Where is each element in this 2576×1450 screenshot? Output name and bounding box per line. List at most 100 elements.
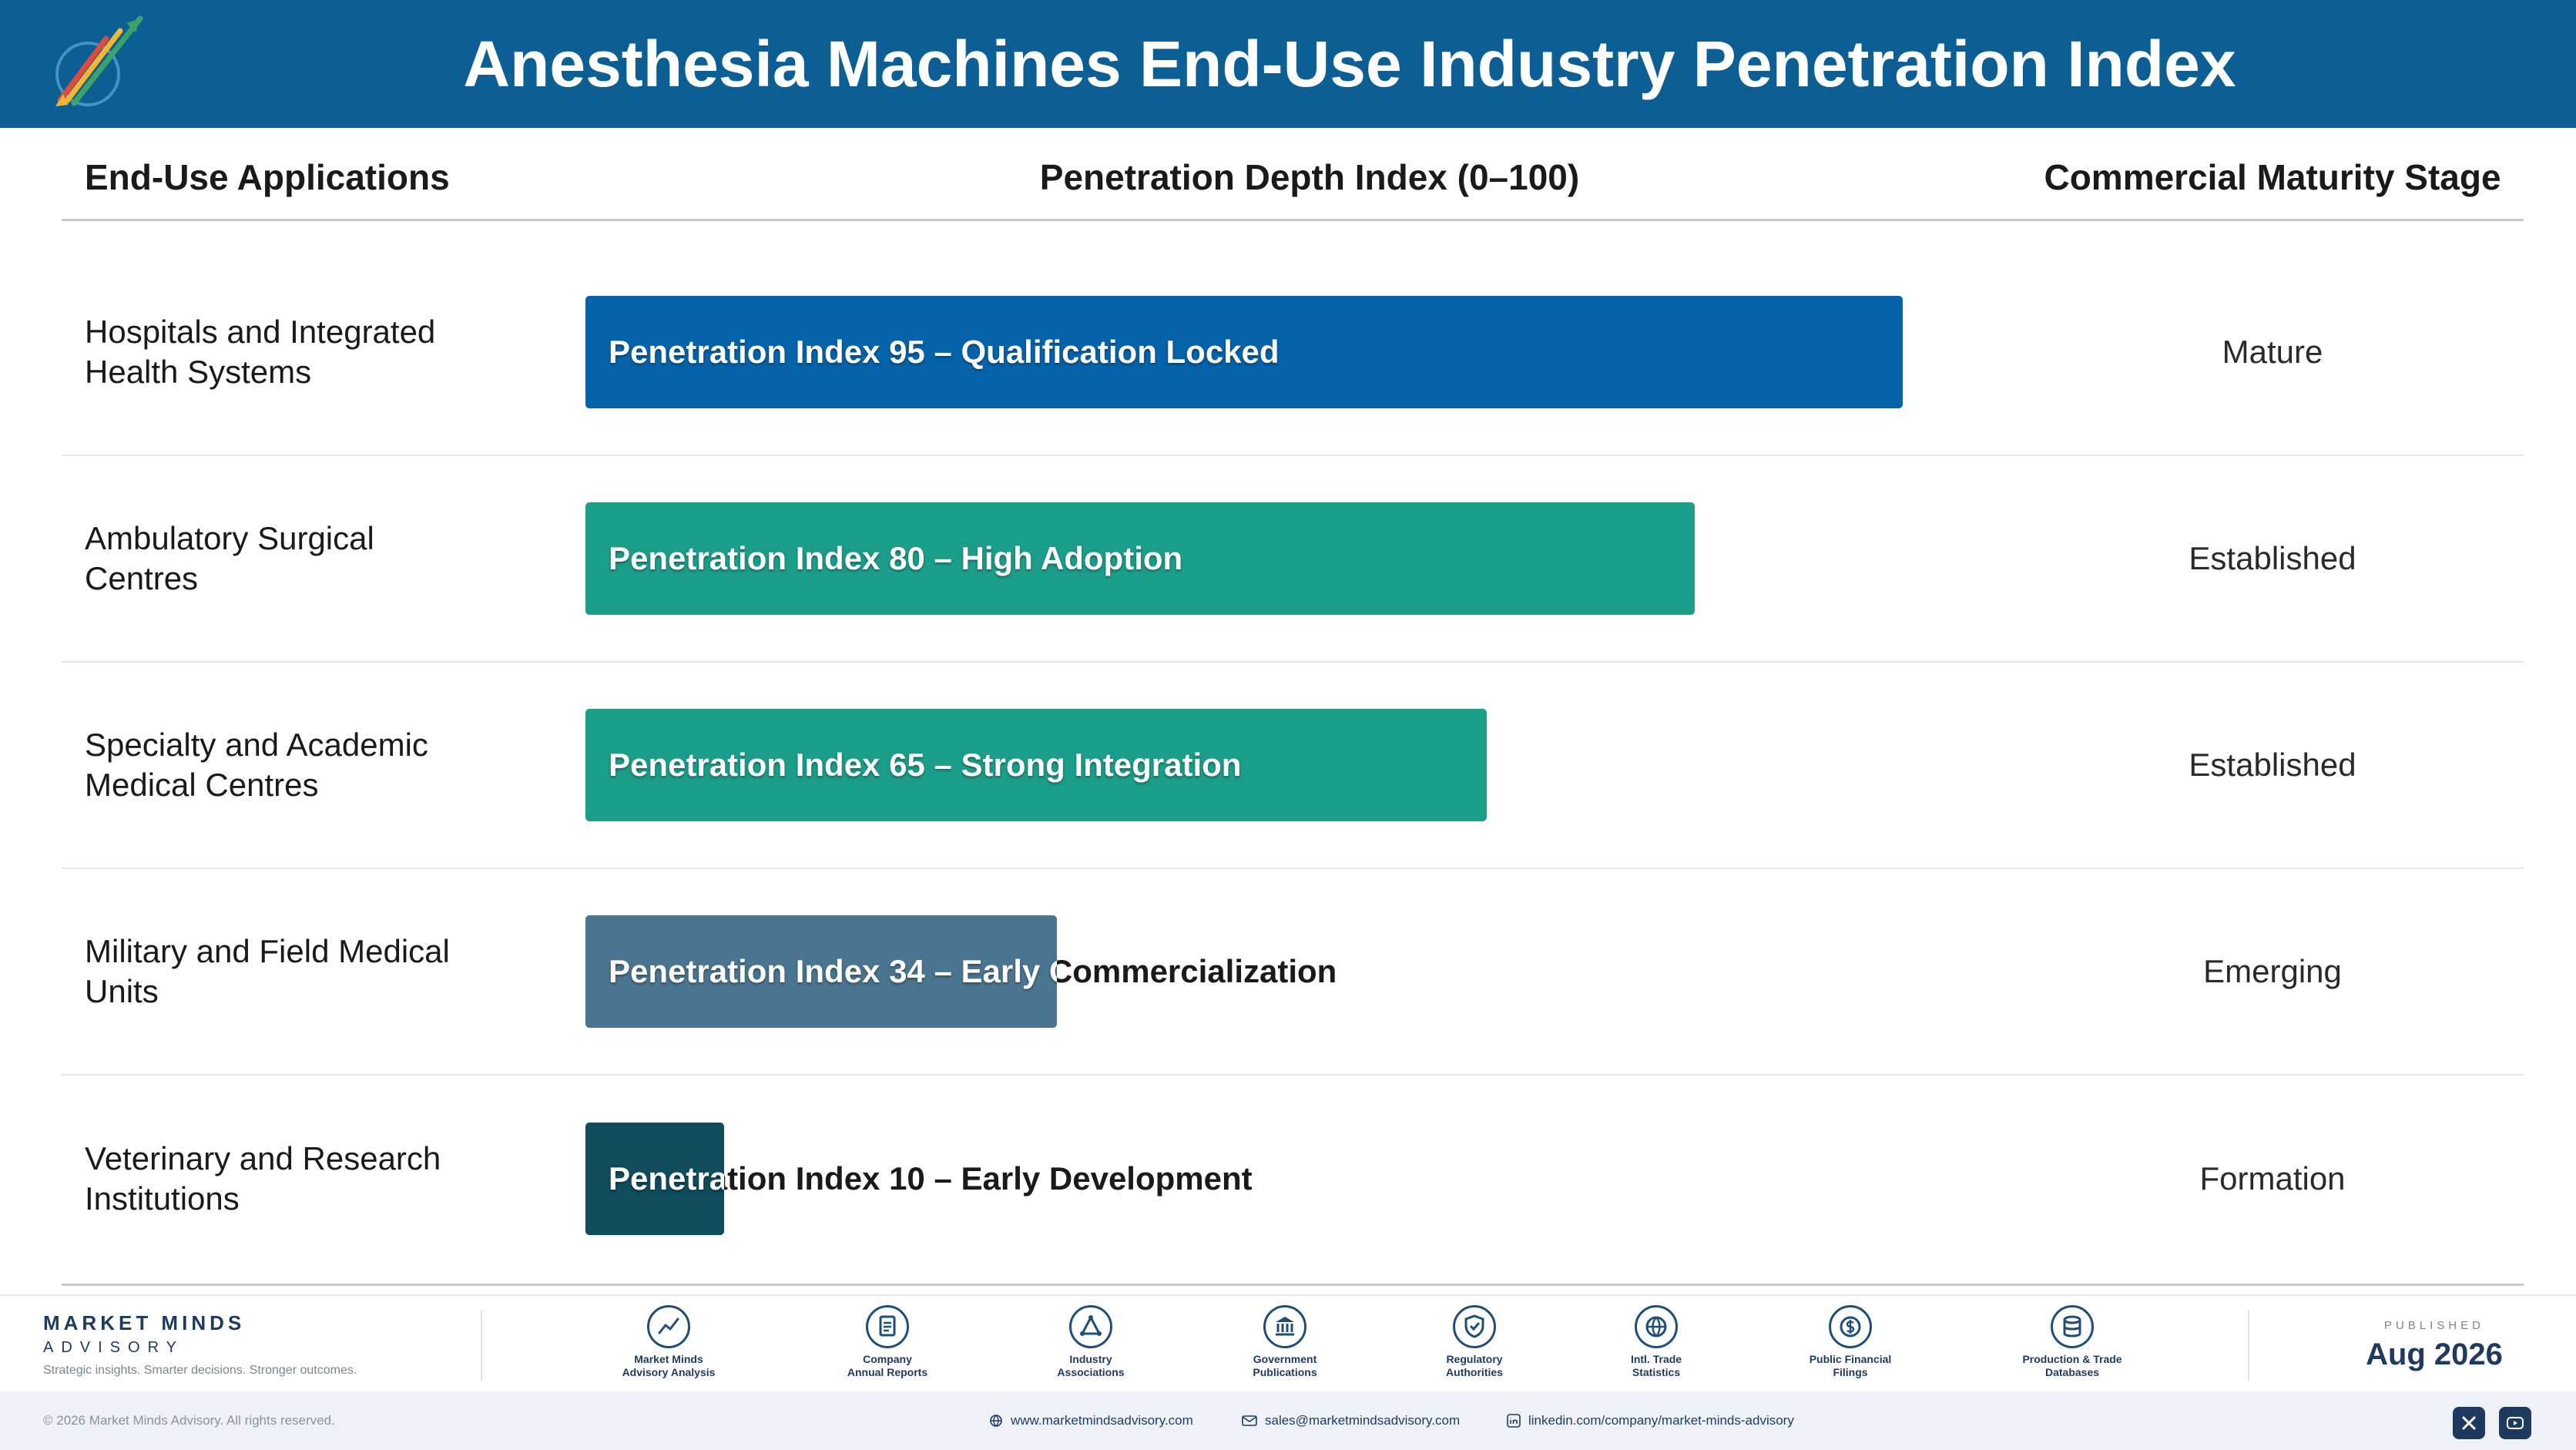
maturity-stage: Emerging: [2203, 953, 2342, 989]
trend-chart-icon: [647, 1305, 690, 1348]
table-bottom-divider: [62, 1284, 2524, 1286]
application-label-line: Centres: [85, 560, 199, 596]
header-divider: [62, 219, 2524, 221]
bar-label-clip: Penetration Index 95 – Qualification Loc…: [585, 296, 1903, 408]
table-row: Hospitals and Integrated Health Systems Pe…: [62, 250, 2524, 456]
penetration-bar: [585, 915, 1057, 1028]
table-row: Military and Field Medical Units Penetrati…: [62, 869, 2524, 1076]
source-label: Industry Associations: [1057, 1353, 1125, 1378]
bar-label-clip: Penetration Index 80 – High Adoption: [585, 502, 1695, 615]
application-label: Veterinary and Research Institutions: [85, 1139, 516, 1219]
source-item: Industry Associations: [1006, 1305, 1176, 1379]
penetration-bar: [585, 1123, 724, 1235]
company-logo-icon: [55, 15, 143, 106]
bar-data-label: Penetration Index 80 – High Adoption: [609, 540, 1183, 576]
source-label: Regulatory Authorities: [1446, 1353, 1503, 1378]
brand-subtitle: ADVISORY: [43, 1339, 184, 1356]
source-label: Company Annual Reports: [847, 1353, 928, 1378]
application-label-line: Military and Field Medical: [85, 933, 450, 969]
source-label: Public Financial Filings: [1809, 1353, 1892, 1378]
application-label-line: Veterinary and Research: [85, 1140, 441, 1176]
source-item: Company Annual Reports: [803, 1305, 972, 1379]
footer-contact-bar: © 2026 Market Minds Advisory. All rights…: [0, 1391, 2576, 1450]
youtube-social-button[interactable]: [2499, 1407, 2531, 1439]
application-label: Hospitals and Integrated Health Systems: [85, 312, 516, 392]
application-label-line: Hospitals and Integrated: [85, 314, 436, 350]
globe-icon: [1635, 1305, 1678, 1348]
bar-data-label-overlay: Penetration Index 95 – Qualification Loc…: [609, 334, 1280, 370]
application-label: Specialty and Academic Medical Centres: [85, 725, 516, 805]
source-label: Production & Trade Databases: [2022, 1353, 2122, 1378]
published-label: PUBLISHED: [2383, 1319, 2485, 1332]
bar-data-label-overlay: Penetration Index 34 – Early Commerciali…: [609, 953, 1057, 989]
application-label: Ambulatory Surgical Centres: [85, 519, 516, 599]
bar-track: Penetration Index 34 – Early Commerciali…: [585, 915, 1972, 1028]
application-label-line: Specialty and Academic: [85, 727, 428, 763]
source-label: Market Minds Advisory Analysis: [622, 1353, 716, 1378]
globe-icon: [990, 1415, 1002, 1427]
youtube-icon: [2507, 1417, 2524, 1429]
bar-data-label: Penetration Index 65 – Strong Integratio…: [609, 747, 1242, 783]
page-title: Anesthesia Machines End-Use Industry Pen…: [463, 28, 2236, 100]
database-icon: [2051, 1305, 2094, 1348]
bar-track: Penetration Index 65 – Strong Integratio…: [585, 709, 1972, 821]
source-item: Market Minds Advisory Analysis: [584, 1305, 753, 1379]
bar-data-label: Penetration Index 95 – Qualification Loc…: [609, 334, 1280, 370]
maturity-stage: Mature: [2222, 334, 2323, 370]
website-text: www.marketmindsadvisory.com: [1011, 1413, 1193, 1428]
source-item: Regulatory Authorities: [1390, 1305, 1559, 1379]
published-date: Aug 2026: [2366, 1338, 2503, 1371]
bar-label-clip: Penetration Index 65 – Strong Integratio…: [585, 709, 1487, 821]
government-building-icon: [1263, 1305, 1306, 1348]
bar-data-label: Penetration Index 34 – Early Commerciali…: [609, 953, 1337, 989]
linkedin-text: linkedin.com/company/market-minds-adviso…: [1528, 1413, 1794, 1428]
document-icon: [866, 1305, 909, 1348]
bar-track: Penetration Index 80 – High Adoption Pene…: [585, 502, 1972, 615]
copyright-text: © 2026 Market Minds Advisory. All rights…: [43, 1413, 335, 1428]
shield-check-icon: [1453, 1305, 1496, 1348]
application-label-line: Medical Centres: [85, 767, 319, 803]
source-item: Intl. Trade Statistics: [1571, 1305, 1741, 1379]
website-link[interactable]: www.marketmindsadvisory.com: [989, 1391, 1193, 1450]
bar-data-label: Penetration Index 10 – Early Development: [609, 1160, 1253, 1197]
source-label: Intl. Trade Statistics: [1630, 1353, 1682, 1378]
source-item: Government Publications: [1200, 1305, 1370, 1379]
column-header-stage: Commercial Maturity Stage: [2044, 157, 2501, 197]
source-label: Government Publications: [1253, 1353, 1317, 1378]
footer: MARKET MINDS ADVISORY Strategic insights…: [0, 1294, 2576, 1450]
maturity-stage: Established: [2189, 747, 2356, 783]
bar-data-label-overlay: Penetration Index 10 – Early Development: [609, 1160, 724, 1197]
penetration-bar: [585, 502, 1695, 615]
application-label-line: Health Systems: [85, 354, 312, 390]
source-item: Public Financial Filings: [1766, 1305, 1935, 1379]
table-row: Ambulatory Surgical Centres Penetration In…: [62, 456, 2524, 663]
bar-label-clip: Penetration Index 10 – Early Development: [585, 1123, 724, 1235]
column-header-applications: End-Use Applications: [85, 157, 450, 197]
maturity-stage: Established: [2189, 540, 2356, 576]
penetration-bar: [585, 709, 1487, 821]
coin-icon: [1829, 1305, 1872, 1348]
x-social-button[interactable]: [2453, 1407, 2485, 1439]
application-label-line: Units: [85, 973, 159, 1009]
linkedin-link[interactable]: linkedin.com/company/market-minds-adviso…: [1507, 1391, 1794, 1450]
application-label: Military and Field Medical Units: [85, 931, 516, 1012]
application-label-line: Institutions: [85, 1180, 240, 1217]
header-banner: Anesthesia Machines End-Use Industry Pen…: [0, 0, 2576, 128]
penetration-bar: [585, 296, 1903, 408]
brand-name: MARKET MINDS: [43, 1311, 246, 1334]
footer-sources-bar: MARKET MINDS ADVISORY Strategic insights…: [0, 1294, 2576, 1391]
network-icon: [1069, 1305, 1112, 1348]
bar-data-label-overlay: Penetration Index 80 – High Adoption: [609, 540, 1183, 576]
email-text: sales@marketmindsadvisory.com: [1265, 1413, 1461, 1428]
brand-tagline: Strategic insights. Smarter decisions. S…: [43, 1364, 357, 1377]
footer-divider: [481, 1310, 482, 1381]
bar-label-clip: Penetration Index 34 – Early Commerciali…: [585, 915, 1057, 1028]
mail-icon: [1242, 1415, 1257, 1426]
linkedin-icon: [1507, 1414, 1521, 1428]
footer-divider: [2248, 1310, 2249, 1381]
email-link[interactable]: sales@marketmindsadvisory.com: [1242, 1391, 1460, 1450]
bar-data-label-overlay: Penetration Index 65 – Strong Integratio…: [609, 747, 1242, 783]
maturity-stage: Formation: [2199, 1160, 2346, 1197]
source-item: Production & Trade Databases: [1987, 1305, 2157, 1379]
table-row: Veterinary and Research Institutions Penet…: [62, 1076, 2524, 1282]
